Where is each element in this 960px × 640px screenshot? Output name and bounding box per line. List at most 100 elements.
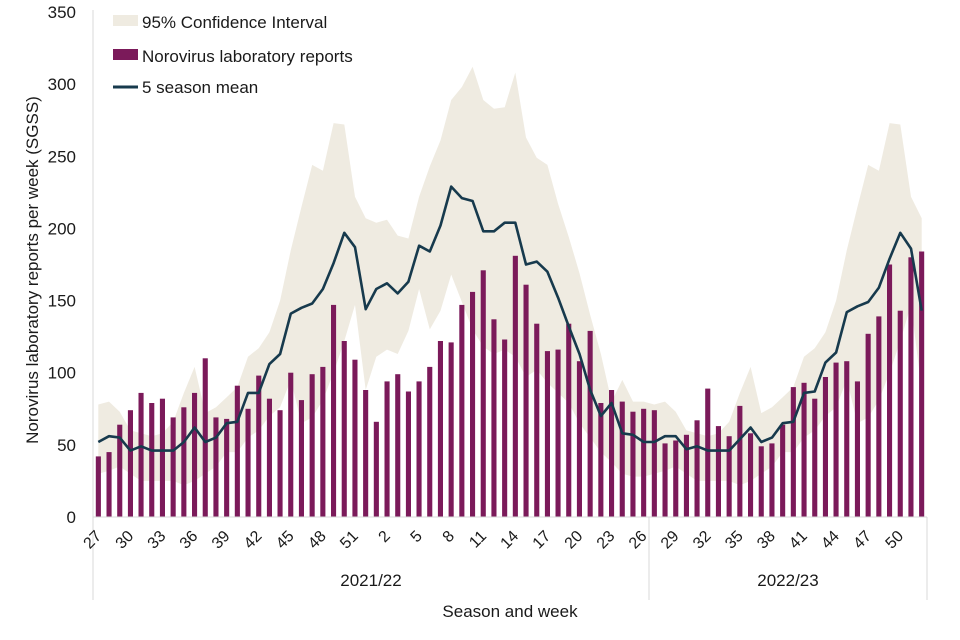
- bar: [309, 374, 315, 517]
- bar: [277, 410, 283, 517]
- bar: [812, 398, 818, 517]
- bar: [491, 319, 497, 517]
- x-tick-label: 38: [754, 528, 779, 553]
- legend-swatch-bars: [113, 49, 138, 60]
- bar: [673, 440, 679, 517]
- bar: [683, 434, 689, 517]
- bar: [395, 374, 401, 517]
- bar: [170, 417, 176, 517]
- x-tick-label: 51: [337, 528, 362, 553]
- bar: [715, 426, 721, 517]
- confidence-interval-layer: [98, 66, 922, 486]
- bar: [876, 316, 882, 517]
- bar: [919, 251, 925, 517]
- season-label: 2021/22: [340, 571, 401, 590]
- bar: [405, 391, 411, 517]
- mean-line-layer: [97, 185, 923, 452]
- x-tick-label: 36: [177, 528, 202, 553]
- x-tick-label: 26: [626, 528, 651, 553]
- bar: [619, 401, 625, 517]
- bar: [544, 351, 550, 517]
- x-tick-label: 45: [273, 528, 298, 553]
- bar: [470, 291, 476, 517]
- x-tick-label: 48: [305, 528, 330, 553]
- bar: [780, 424, 786, 517]
- x-tick-label: 27: [81, 528, 106, 553]
- x-tick-label: 44: [818, 528, 843, 553]
- bar: [598, 403, 604, 517]
- bar: [106, 452, 112, 517]
- x-tick-label: 35: [722, 528, 747, 553]
- bar: [694, 420, 700, 517]
- x-tick-label: 5: [408, 528, 426, 546]
- bar: [555, 349, 561, 517]
- bar: [748, 433, 754, 517]
- x-tick-label: 50: [883, 528, 908, 553]
- bar: [630, 411, 636, 517]
- bar: [512, 255, 518, 518]
- y-tick-label: 0: [67, 508, 76, 527]
- bar: [726, 436, 732, 517]
- bar: [202, 358, 208, 517]
- x-tick-label: 32: [690, 528, 715, 553]
- bar: [117, 424, 123, 517]
- x-tick-label: 41: [786, 528, 811, 553]
- bar: [149, 403, 155, 517]
- bar: [384, 381, 390, 517]
- x-tick-label: 11: [466, 528, 490, 552]
- y-tick-label: 350: [48, 3, 76, 22]
- bar: [758, 446, 764, 517]
- x-tick-label: 42: [241, 528, 266, 553]
- x-tick-label: 29: [658, 528, 683, 553]
- bar: [331, 304, 337, 517]
- bar: [320, 366, 326, 517]
- bar: [224, 418, 230, 517]
- ci-band: [98, 66, 922, 486]
- bar: [256, 375, 262, 517]
- legend-label-line: 5 season mean: [142, 78, 258, 97]
- legend: 95% Confidence Interval Norovirus labora…: [113, 13, 353, 97]
- legend-swatch-ci: [113, 15, 138, 26]
- bar: [887, 264, 893, 517]
- x-tick-label: 30: [113, 528, 138, 553]
- bar: [705, 388, 711, 517]
- bar: [587, 330, 593, 517]
- x-axis-title: Season and week: [442, 602, 578, 621]
- bar: [662, 443, 668, 517]
- y-tick-label: 200: [48, 219, 76, 238]
- bar: [609, 390, 615, 517]
- legend-label-bars: Norovirus laboratory reports: [142, 47, 353, 66]
- bar: [844, 361, 850, 517]
- y-tick-label: 50: [57, 436, 76, 455]
- bar: [95, 456, 101, 517]
- y-tick-label: 250: [48, 147, 76, 166]
- bar: [566, 323, 572, 517]
- legend-label-ci: 95% Confidence Interval: [142, 13, 327, 32]
- bar: [502, 339, 508, 517]
- bar: [480, 270, 486, 517]
- bar: [769, 443, 775, 517]
- bar: [641, 408, 647, 517]
- bar: [352, 359, 358, 517]
- bar: [373, 421, 379, 517]
- mean-line: [97, 185, 923, 452]
- x-tick-label: 47: [850, 528, 875, 553]
- y-tick-label: 100: [48, 364, 76, 383]
- season-label: 2022/23: [757, 571, 818, 590]
- bar: [341, 341, 347, 517]
- bar: [576, 361, 582, 517]
- bar: [523, 284, 529, 517]
- bar: [651, 410, 657, 517]
- bar: [266, 398, 272, 517]
- bar: [363, 390, 369, 517]
- bar: [127, 410, 133, 517]
- bar: [790, 387, 796, 517]
- y-tick-label: 150: [48, 292, 76, 311]
- bar: [298, 400, 304, 517]
- x-tick-label: 33: [145, 528, 170, 553]
- bar: [138, 392, 144, 517]
- bar: [534, 323, 540, 517]
- x-tick-label: 14: [498, 528, 523, 553]
- x-tick-label: 8: [440, 528, 458, 546]
